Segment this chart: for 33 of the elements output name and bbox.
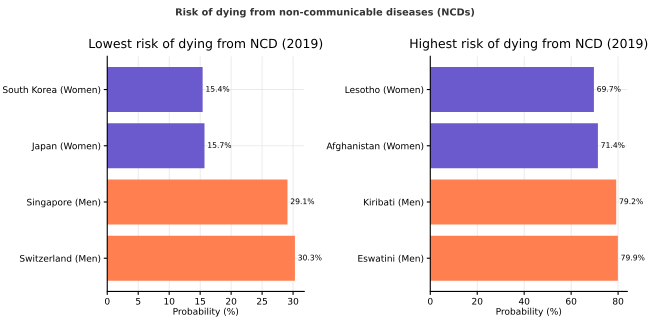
bar: [430, 123, 598, 168]
x-tick-label: 20: [226, 298, 236, 305]
bar: [107, 123, 204, 168]
x-tick-label: 10: [164, 298, 174, 305]
bar: [107, 236, 295, 281]
y-tick-label: South Korea (Women): [3, 86, 100, 94]
x-tick-label: 0: [428, 298, 433, 305]
x-tick-label: 5: [136, 298, 140, 305]
x-tick-label: 0: [104, 298, 110, 305]
y-tick-label: Eswatini (Men): [358, 254, 424, 263]
x-tick-label: 30: [288, 298, 298, 305]
y-tick-label: Switzerland (Men): [20, 254, 100, 263]
x-tick-label: 25: [257, 298, 268, 305]
y-tick-label: Afghanistan (Women): [326, 142, 424, 152]
y-tick-label: Singapore (Men): [27, 198, 100, 208]
x-axis-title: Probability (%): [174, 308, 238, 317]
x-tick-label: 20: [472, 298, 482, 305]
text: Risk of dying from non-communicable diseases (NCDs): [176, 8, 474, 18]
x-tick-label: 15: [195, 298, 206, 305]
bar: [430, 236, 618, 281]
x-tick-label: 80: [612, 298, 624, 305]
x-axis-title: Probability (%): [496, 308, 562, 317]
x-tick-label: 60: [566, 298, 576, 305]
bar: [430, 67, 594, 112]
bar: [430, 180, 616, 224]
x-tick-label: 40: [518, 298, 530, 305]
bar: [107, 67, 203, 112]
y-tick-label: Lesotho (Women): [346, 86, 424, 94]
chart-title: Lowest risk of dying from NCD (2019): [89, 38, 322, 51]
y-tick-label: Kiribati (Men): [364, 198, 424, 207]
bar: [107, 180, 288, 224]
chart-title: Highest risk of dying from NCD (2019): [410, 38, 648, 51]
y-tick-label: Japan (Women): [31, 142, 100, 152]
